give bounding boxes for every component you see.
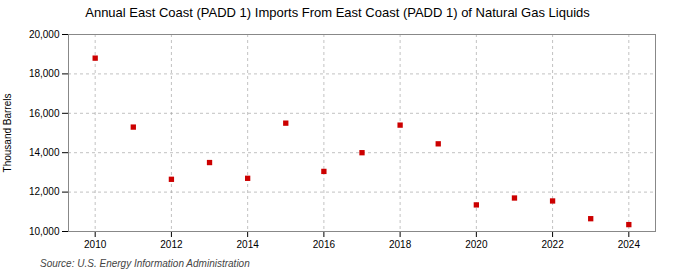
svg-text:16,000: 16,000 xyxy=(29,108,60,119)
svg-text:2018: 2018 xyxy=(389,239,412,250)
svg-text:12,000: 12,000 xyxy=(29,186,60,197)
svg-text:20,000: 20,000 xyxy=(29,29,60,40)
html-text:Annual East Coast (PADD 1) Imp: Annual East Coast (PADD 1) Imports From … xyxy=(85,5,590,20)
svg-text:2020: 2020 xyxy=(465,239,488,250)
svg-text:2024: 2024 xyxy=(618,239,641,250)
svg-text:2022: 2022 xyxy=(541,239,564,250)
svg-text:18,000: 18,000 xyxy=(29,68,60,79)
svg-text:14,000: 14,000 xyxy=(29,147,60,158)
svg-text:2012: 2012 xyxy=(160,239,183,250)
html-text:Source: U.S. Energy Informatio: Source: U.S. Energy Information Administ… xyxy=(40,258,250,269)
svg-text:Thousand Barrels: Thousand Barrels xyxy=(2,94,13,173)
svg-text:2014: 2014 xyxy=(237,239,260,250)
svg-text:10,000: 10,000 xyxy=(29,226,60,237)
svg-text:2016: 2016 xyxy=(313,239,336,250)
svg-text:2010: 2010 xyxy=(84,239,107,250)
